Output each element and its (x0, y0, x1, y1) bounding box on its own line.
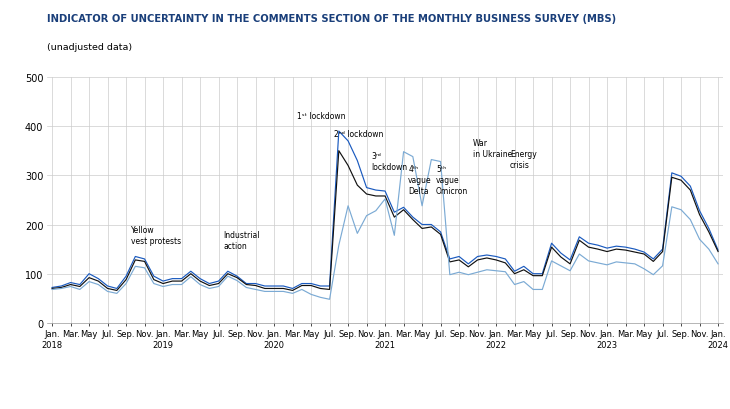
Text: Energy
crisis: Energy crisis (510, 150, 537, 170)
Text: 2ⁿᵈ lockdown: 2ⁿᵈ lockdown (334, 130, 383, 139)
Text: INDICATOR OF UNCERTAINTY IN THE COMMENTS SECTION OF THE MONTHLY BUSINESS SURVEY : INDICATOR OF UNCERTAINTY IN THE COMMENTS… (47, 14, 617, 24)
Text: Industrial
action: Industrial action (223, 230, 260, 250)
Text: 3ʳᵈ
lockdown: 3ʳᵈ lockdown (371, 152, 407, 172)
Text: 4ᵗʰ
vague
Delta: 4ᵗʰ vague Delta (408, 164, 432, 196)
Text: 1ˢᵗ lockdown: 1ˢᵗ lockdown (297, 112, 346, 121)
Text: Yellow
vest protests: Yellow vest protests (131, 225, 181, 245)
Text: War
in Ukraine: War in Ukraine (473, 139, 512, 159)
Text: 5ᵗʰ
vague
Omicron: 5ᵗʰ vague Omicron (436, 164, 468, 196)
Text: (unadjusted data): (unadjusted data) (47, 43, 133, 52)
